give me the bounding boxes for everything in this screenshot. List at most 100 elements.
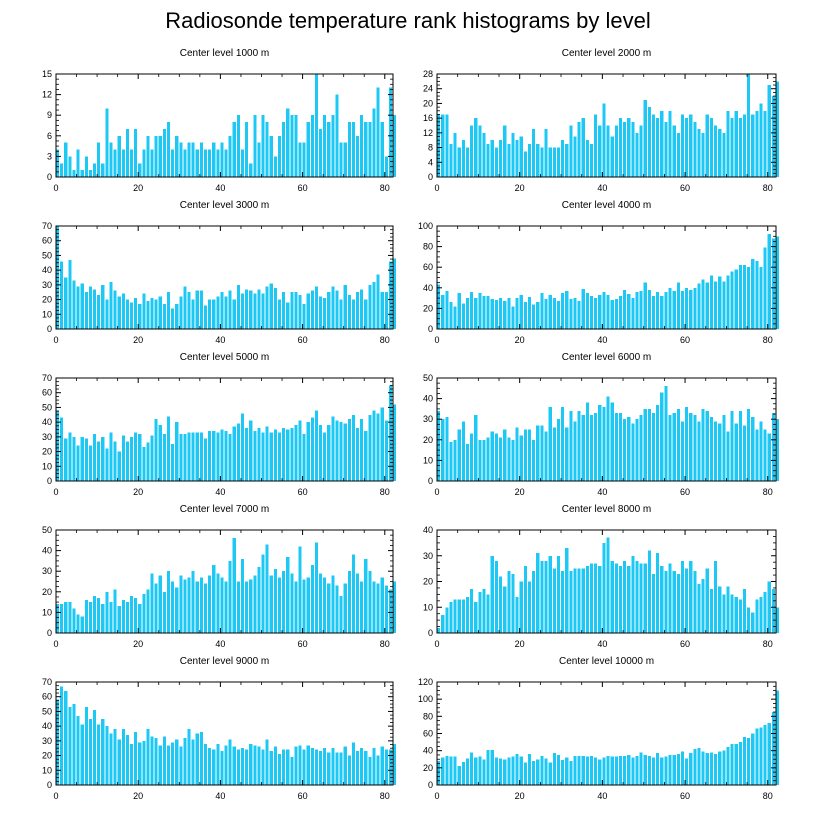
histogram-bar (697, 584, 701, 633)
histogram-bar (598, 125, 602, 177)
histogram-bar (113, 589, 117, 633)
histogram-bar (121, 600, 125, 633)
histogram-bar (726, 431, 730, 481)
histogram-bar (245, 122, 249, 177)
histogram-bar (461, 303, 465, 329)
histogram-bar (565, 427, 569, 481)
y-tick-label: 50 (42, 525, 52, 535)
histogram-bar (759, 727, 763, 785)
histogram-bar (364, 558, 368, 633)
y-tick-label: 60 (423, 262, 433, 272)
histogram-bar (253, 430, 257, 481)
y-tick-label: 0 (47, 780, 52, 790)
histogram-bar (639, 752, 643, 785)
histogram-bar (245, 581, 249, 633)
histogram-bar (771, 589, 775, 633)
histogram-bar (668, 287, 672, 329)
histogram-bar (84, 438, 88, 481)
histogram-bar (763, 429, 767, 481)
histogram-bar (594, 298, 598, 329)
histogram-bar (581, 118, 585, 177)
histogram-bar (323, 748, 327, 785)
histogram-bar (738, 599, 742, 633)
histogram-bar (639, 415, 643, 481)
histogram-bar (734, 743, 738, 785)
y-tick-label: 10 (423, 455, 433, 465)
histogram-bar (249, 743, 253, 785)
histogram-bar (631, 555, 635, 633)
histogram-bar (150, 149, 154, 177)
histogram-bar (763, 591, 767, 633)
histogram-bar (610, 402, 614, 481)
histogram-bar (751, 258, 755, 329)
histogram-bar (183, 579, 187, 633)
histogram-bar (573, 755, 577, 785)
histogram-bar (257, 142, 261, 177)
histogram-bar (393, 258, 397, 329)
histogram-bar (738, 742, 742, 785)
histogram-bar (523, 429, 527, 481)
y-tick-label: 0 (47, 476, 52, 486)
histogram-bar (138, 433, 142, 481)
histogram-bar (331, 575, 335, 633)
histogram-bar (486, 143, 490, 177)
histogram-bar (565, 548, 569, 633)
histogram-bar (482, 439, 486, 481)
histogram-bar (134, 597, 138, 633)
x-tick-label: 20 (133, 183, 143, 193)
histogram-bar (212, 430, 216, 481)
histogram-bar (245, 749, 249, 785)
histogram-bar (319, 573, 323, 633)
histogram-bar (585, 140, 589, 177)
panel-title: Center level 8000 m (562, 504, 652, 515)
histogram-bar (253, 293, 257, 329)
histogram-bar (697, 421, 701, 481)
y-tick-label: 60 (42, 236, 52, 246)
x-tick-label: 0 (434, 791, 439, 801)
histogram-bar (249, 579, 253, 633)
histogram-bar (507, 437, 511, 481)
histogram-bar (457, 766, 461, 785)
histogram-bar (138, 604, 142, 633)
histogram-bar (536, 759, 540, 785)
x-tick-label: 0 (53, 183, 58, 193)
histogram-bar (249, 420, 253, 481)
histogram-bar (314, 74, 319, 177)
histogram-bar (490, 555, 494, 633)
y-tick-label: 0 (47, 324, 52, 334)
histogram-bar (639, 290, 643, 329)
histogram-bar (614, 413, 618, 481)
histogram-bar (171, 308, 175, 329)
histogram-bar (499, 140, 503, 177)
x-tick-label: 60 (680, 335, 690, 345)
histogram-bar (302, 579, 306, 633)
histogram-bar (166, 571, 171, 633)
histogram-bar (759, 421, 763, 481)
histogram-bar (465, 758, 470, 785)
y-tick-label: 30 (423, 551, 433, 561)
histogram-bar (134, 128, 138, 177)
histogram-bar (697, 129, 701, 177)
histogram-bar (631, 121, 635, 177)
histogram-bar (351, 554, 356, 633)
histogram-bar (478, 292, 482, 329)
histogram-bar (527, 429, 532, 481)
histogram-panel: Center level 6000 m 0 10 20 30 40 50 0 20 40 60 80 (423, 352, 780, 497)
histogram-bar (482, 589, 486, 633)
histogram-bar (125, 128, 129, 177)
histogram-bar (84, 292, 88, 329)
histogram-bar (339, 752, 343, 785)
histogram-bar (368, 284, 372, 329)
histogram-bar (64, 277, 68, 329)
histogram-bar (232, 746, 236, 785)
histogram-bar (331, 286, 335, 329)
histogram-bar (240, 558, 245, 633)
histogram-bar (776, 81, 780, 177)
histogram-bar (212, 565, 216, 633)
histogram-bar (470, 752, 474, 785)
histogram-bar (220, 142, 224, 177)
histogram-bar (158, 745, 162, 785)
histogram-bar (236, 749, 240, 785)
histogram-bar (589, 415, 594, 481)
histogram-bar (88, 286, 92, 329)
